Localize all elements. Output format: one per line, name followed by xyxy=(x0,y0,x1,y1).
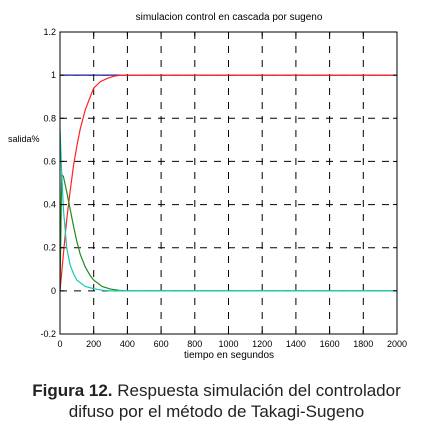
x-tick-label: 400 xyxy=(120,339,135,349)
x-tick-label: 0 xyxy=(57,339,62,349)
x-tick-label: 1400 xyxy=(286,339,306,349)
x-tick-label: 1200 xyxy=(252,339,272,349)
y-tick-label: 0.2 xyxy=(43,243,56,253)
series-line xyxy=(59,129,397,292)
x-tick-label: 600 xyxy=(154,339,169,349)
x-axis-label: tiempo en segundos xyxy=(184,350,274,361)
chart-title: simulacion control en cascada por sugeno xyxy=(136,12,323,23)
y-tick-label: 0.4 xyxy=(43,200,56,210)
y-axis-label: salida% xyxy=(8,134,40,144)
axis-ticks: 0 200 400 600 800 1000 1200 1400 1600 1800 2000 -0.… xyxy=(40,27,407,349)
figure-caption: Figura 12. Respuesta simulación del cont… xyxy=(0,380,433,422)
y-tick-label: 0 xyxy=(51,286,56,296)
x-tick-label: 1600 xyxy=(320,339,340,349)
x-tick-label: 800 xyxy=(187,339,202,349)
caption-line-2: difuso por el método de Takagi-Sugeno xyxy=(68,402,365,421)
caption-figure-number: Figura 12. xyxy=(32,381,113,400)
caption-title-text: Respuesta simulación del controlador xyxy=(117,381,401,400)
y-tick-label: -0.2 xyxy=(40,329,56,339)
caption-line-1: Figura 12. Respuesta simulación del cont… xyxy=(0,380,433,401)
y-tick-label: 1.2 xyxy=(43,27,56,37)
x-tick-label: 200 xyxy=(86,339,101,349)
x-tick-label: 2000 xyxy=(387,339,407,349)
y-tick-label: 0.8 xyxy=(43,113,56,123)
plot-lines xyxy=(59,74,397,292)
x-tick-label: 1000 xyxy=(218,339,238,349)
y-tick-label: 0.6 xyxy=(43,156,56,166)
x-tick-label: 1800 xyxy=(353,339,373,349)
y-tick-label: 1 xyxy=(51,70,56,80)
series-line xyxy=(59,74,397,291)
